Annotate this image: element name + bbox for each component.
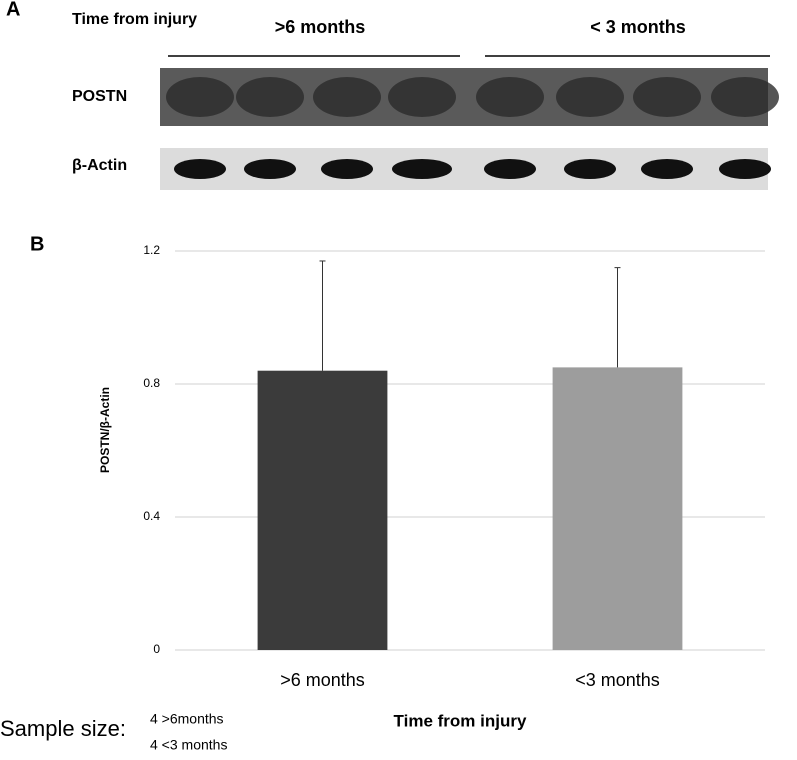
postn-band [711,77,779,117]
y-tick-label: 0 [153,642,160,656]
sample-size-line: 4 >6months [150,711,224,727]
y-tick-label: 0.4 [143,509,160,523]
y-tick-label: 1.2 [143,243,160,257]
western-blot [160,68,779,190]
postn-band [236,77,304,117]
group-label: >6 months [275,17,366,37]
actin-band [244,159,296,179]
group-label: < 3 months [590,17,686,37]
postn-band [476,77,544,117]
panel-label: A [6,0,20,20]
actin-band [321,159,373,179]
postn-band [166,77,234,117]
postn-band [633,77,701,117]
bar [257,370,388,650]
actin-band [641,159,693,179]
sample-size-line: 4 <3 months [150,737,227,753]
actin-band [564,159,616,179]
panel-label: B [30,233,44,255]
sample-size-label: Sample size: [0,716,126,741]
actin-band [484,159,536,179]
header-text: Time from injury [72,11,197,28]
y-tick-label: 0.8 [143,376,160,390]
x-axis-label: Time from injury [394,711,527,730]
postn-band [313,77,381,117]
actin-band [719,159,771,179]
row-label: POSTN [72,88,127,105]
header: Time from injury [72,11,197,28]
bar [552,367,683,650]
postn-band [556,77,624,117]
x-tick-label: <3 months [575,670,660,690]
actin-band [392,159,452,179]
postn-band [388,77,456,117]
row-label: β-Actin [72,157,127,174]
x-tick-label: >6 months [280,670,365,690]
y-axis-label: POSTN/β-Actin [98,387,112,473]
actin-band [174,159,226,179]
